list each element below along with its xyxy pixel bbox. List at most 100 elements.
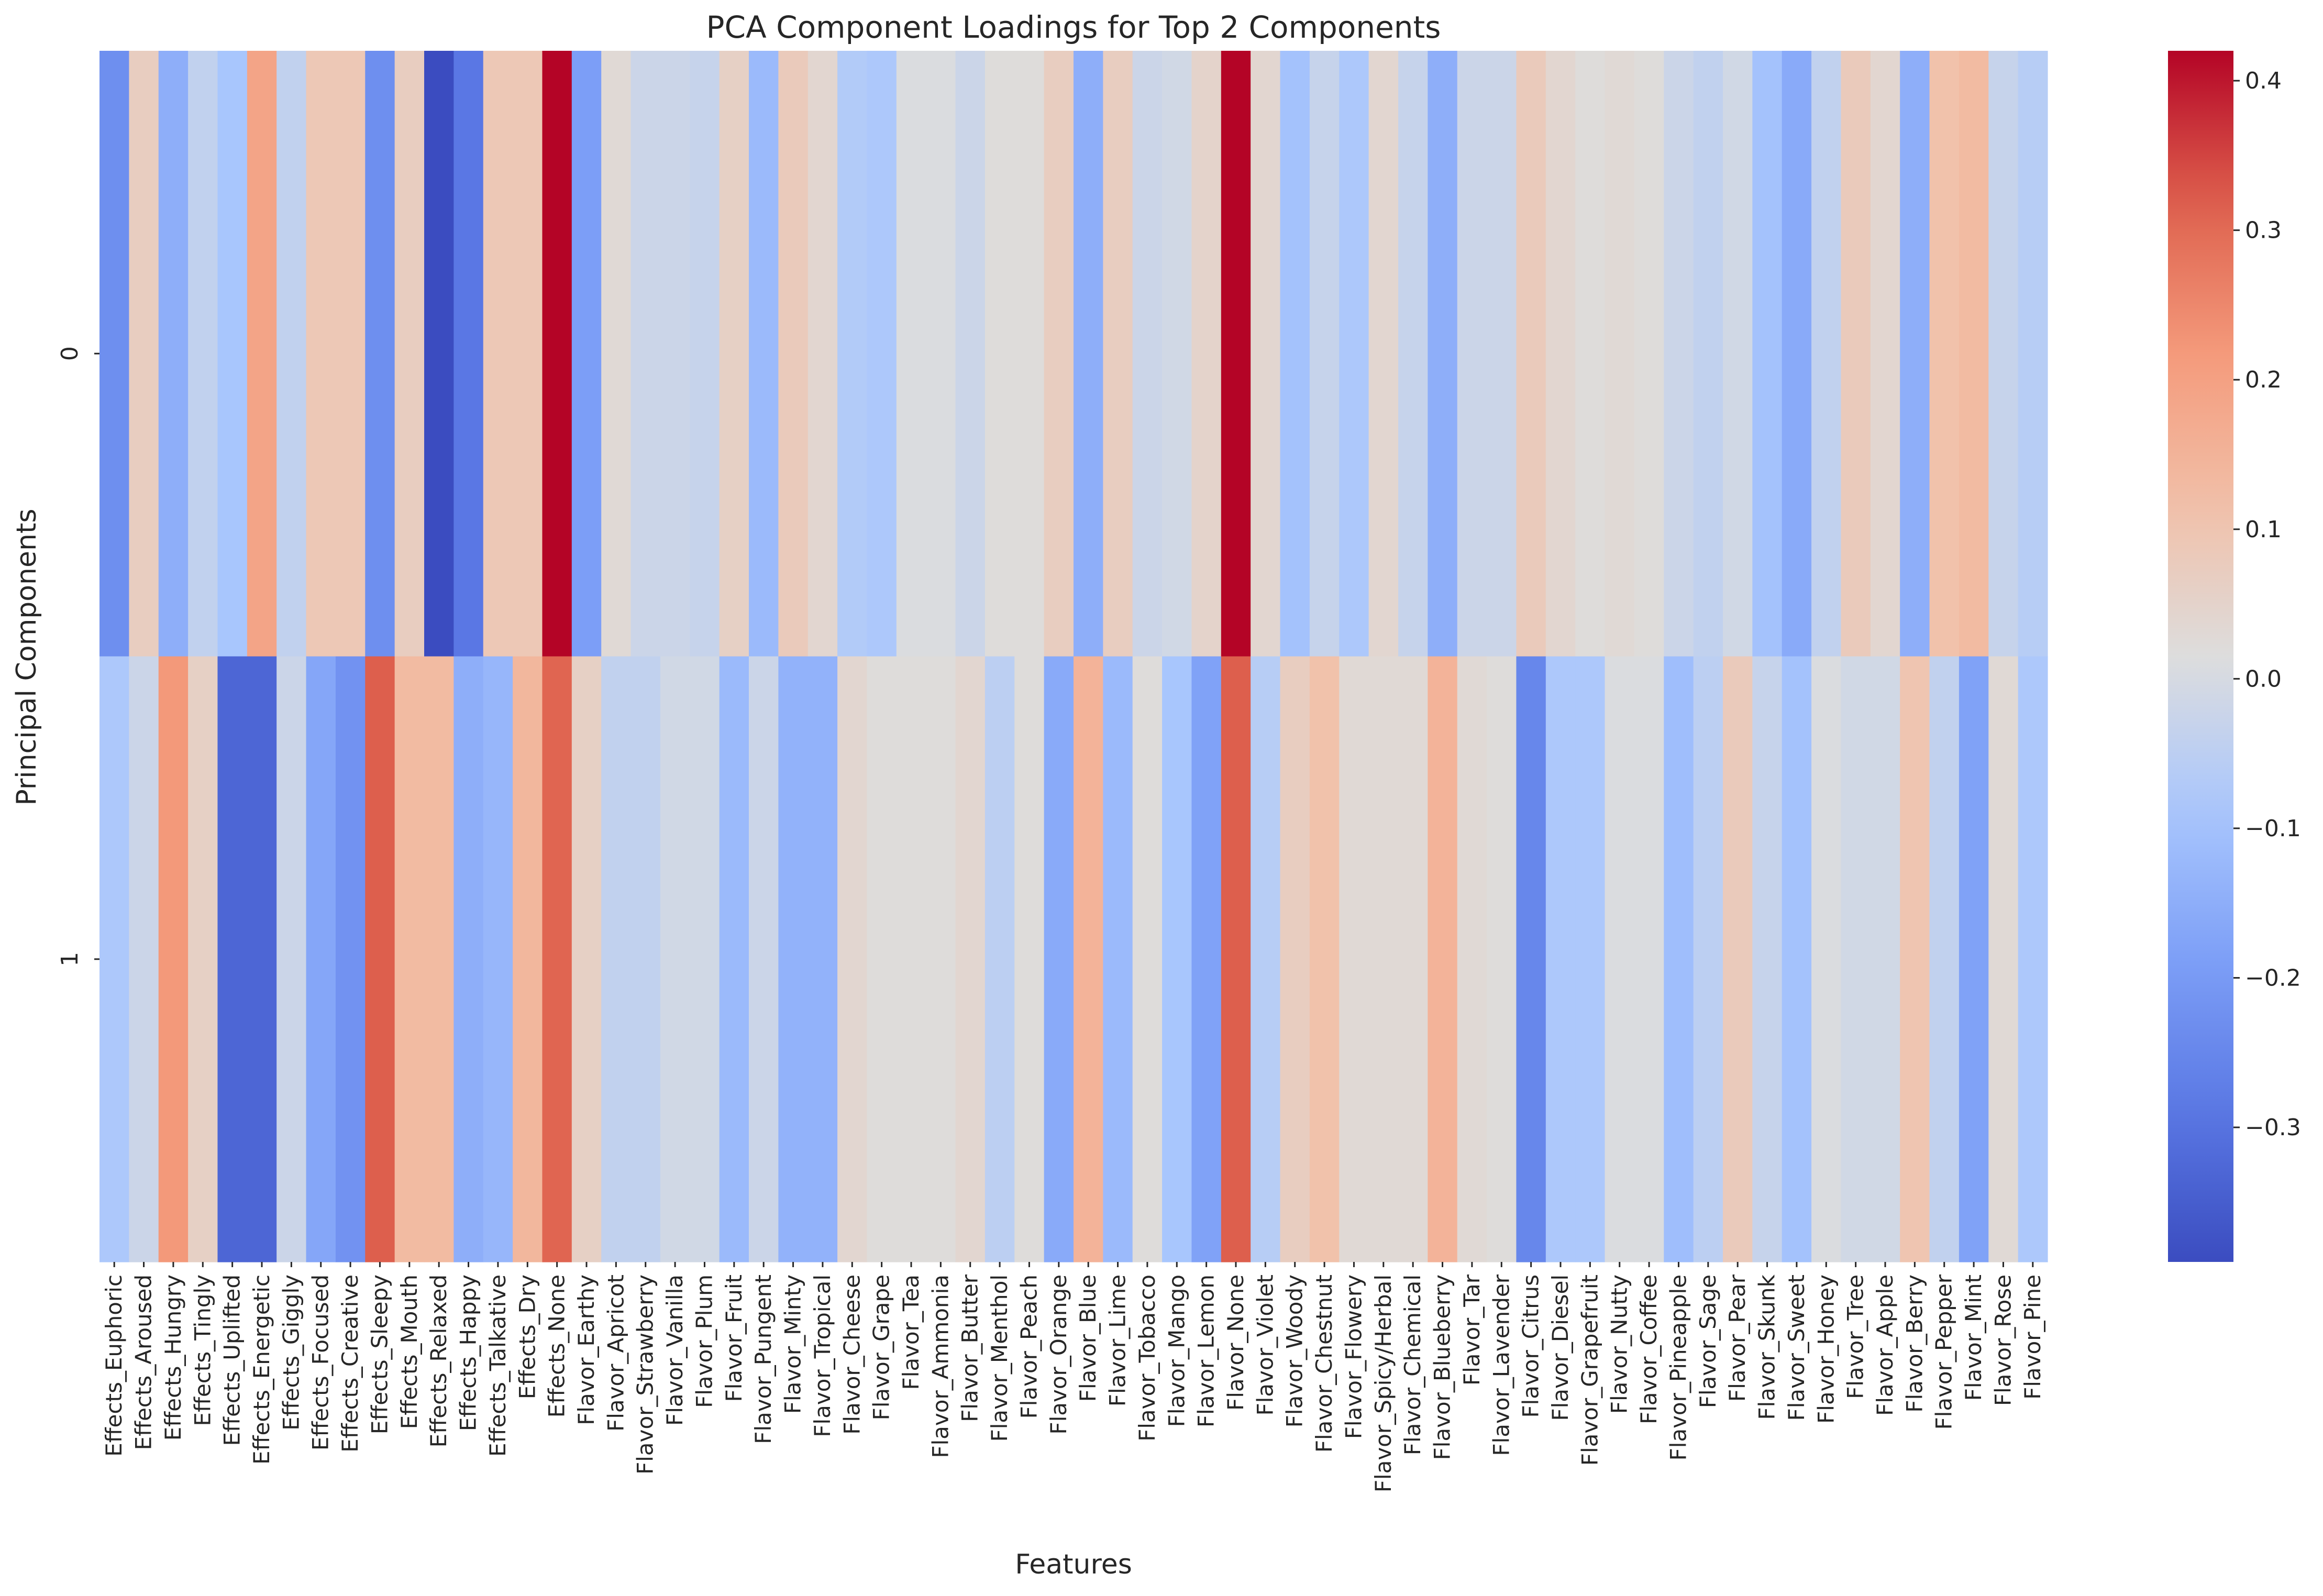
heatmap-cell <box>749 51 779 657</box>
x-tick-label: Flavor_Pepper <box>1931 1274 1957 1429</box>
x-tick-label: Flavor_Apple <box>1872 1274 1898 1416</box>
heatmap-cell <box>1605 656 1635 1262</box>
x-tick-label: Effects_Focused <box>308 1274 334 1450</box>
heatmap-cell <box>1309 51 1340 657</box>
colorbar-ticks: −0.3 −0.2 −0.1 0.0 0.1 0.2 0.3 0.4 <box>2233 68 2301 1141</box>
x-tick-label: Flavor_Tree <box>1843 1274 1868 1399</box>
colorbar-tick-label: 0.1 <box>2245 516 2282 543</box>
heatmap-cell <box>571 51 602 657</box>
x-tick-label: Flavor_Butter <box>957 1274 983 1422</box>
y-tick-label: 1 <box>57 952 83 967</box>
heatmap-cell <box>630 656 661 1262</box>
heatmap-cell <box>807 51 838 657</box>
heatmap-cell <box>984 656 1015 1262</box>
heatmap-cell <box>1959 656 1989 1262</box>
heatmap-cell <box>1870 51 1900 657</box>
heatmap-cells <box>99 51 2048 1262</box>
heatmap-cell <box>690 656 720 1262</box>
x-axis-label: Features <box>1015 1549 1132 1580</box>
x-tick-label: Flavor_Plum <box>691 1274 717 1408</box>
heatmap-cell <box>1014 656 1045 1262</box>
colorbar-tick-label: −0.2 <box>2245 965 2301 991</box>
heatmap-cell <box>719 656 749 1262</box>
heatmap-cell <box>99 51 129 657</box>
heatmap-cell <box>129 51 159 657</box>
heatmap-cell <box>837 51 868 657</box>
heatmap-cell <box>483 656 513 1262</box>
heatmap-cell <box>1162 656 1192 1262</box>
x-tick-label: Flavor_Rose <box>1990 1274 2016 1406</box>
heatmap-cell <box>1251 51 1281 657</box>
heatmap-cell <box>365 656 395 1262</box>
heatmap-cell <box>513 656 543 1262</box>
heatmap-cell <box>1221 656 1251 1262</box>
colorbar-tick-label: 0.3 <box>2245 217 2282 244</box>
heatmap-cell <box>1044 51 1074 657</box>
heatmap-cell <box>1723 656 1753 1262</box>
x-tick-label: Effects_Talkative <box>485 1274 511 1457</box>
heatmap-cell <box>926 656 956 1262</box>
heatmap-cell <box>1428 656 1458 1262</box>
x-tick-label: Flavor_Orange <box>1046 1274 1071 1435</box>
x-tick-label: Flavor_Apricot <box>603 1274 628 1432</box>
x-tick-label: Flavor_Vanilla <box>662 1274 688 1426</box>
heatmap-cell <box>1103 656 1133 1262</box>
x-tick-label: Flavor_Blue <box>1075 1274 1101 1402</box>
heatmap-cell <box>571 656 602 1262</box>
x-tick-label: Effects_Relaxed <box>426 1274 451 1447</box>
colorbar-tick-label: −0.3 <box>2245 1114 2301 1141</box>
heatmap-cell <box>1280 656 1310 1262</box>
x-tick-label: Effects_Creative <box>337 1274 363 1453</box>
x-tick-label: Flavor_Flowery <box>1341 1274 1366 1439</box>
heatmap-cell <box>1782 51 1812 657</box>
heatmap-cell <box>1103 51 1133 657</box>
heatmap-cell <box>1693 656 1723 1262</box>
y-axis-label: Principal Components <box>11 508 42 805</box>
x-tick-label: Flavor_Minty <box>780 1274 806 1414</box>
heatmap-cell <box>453 51 484 657</box>
heatmap-cell <box>1605 51 1635 657</box>
heatmap-cell <box>690 51 720 657</box>
heatmap-cell <box>984 51 1015 657</box>
colorbar-tick-label: 0.4 <box>2245 68 2282 94</box>
heatmap-cell <box>217 51 248 657</box>
heatmap-cell <box>601 656 632 1262</box>
x-tick-label: Flavor_Tropical <box>810 1274 835 1437</box>
heatmap-cell <box>1044 656 1074 1262</box>
heatmap-cell <box>542 656 572 1262</box>
x-tick-label: Flavor_Pine <box>2020 1274 2045 1400</box>
x-tick-label: Effects_Hungry <box>160 1274 186 1440</box>
heatmap-cell <box>778 656 809 1262</box>
heatmap-cell <box>867 656 897 1262</box>
heatmap-cell <box>896 51 926 657</box>
x-tick-label: Flavor_Peach <box>1016 1274 1042 1419</box>
heatmap-cell <box>1841 51 1871 657</box>
heatmap-cell <box>660 51 690 657</box>
heatmap-cell <box>1487 51 1517 657</box>
heatmap-cell <box>513 51 543 657</box>
heatmap-cell <box>1368 51 1399 657</box>
x-tick-label: Flavor_Fruit <box>721 1274 747 1402</box>
heatmap-cell <box>247 51 277 657</box>
heatmap-cell <box>1752 51 1783 657</box>
heatmap-cell <box>1870 656 1900 1262</box>
heatmap-cell <box>247 656 277 1262</box>
heatmap-cell <box>1132 51 1163 657</box>
heatmap-cell <box>1074 656 1103 1262</box>
x-tick-label: Flavor_Blueberry <box>1430 1274 1455 1460</box>
x-tick-label: Flavor_Sweet <box>1784 1274 1809 1421</box>
heatmap-cell <box>129 656 159 1262</box>
heatmap-cell <box>837 656 868 1262</box>
heatmap-cell <box>1929 656 1960 1262</box>
heatmap-cell <box>1575 51 1606 657</box>
heatmap-cell <box>217 656 248 1262</box>
heatmap-cell <box>1280 51 1310 657</box>
colorbar-tick-label: −0.1 <box>2245 815 2301 842</box>
x-tick-label: Effects_Euphoric <box>101 1274 127 1457</box>
heatmap-cell <box>1988 51 2019 657</box>
x-tick-label: Flavor_Diesel <box>1547 1274 1573 1421</box>
heatmap-cell <box>424 51 454 657</box>
x-tick-label: Flavor_Lemon <box>1193 1274 1219 1427</box>
x-tick-label: Flavor_None <box>1223 1274 1248 1411</box>
